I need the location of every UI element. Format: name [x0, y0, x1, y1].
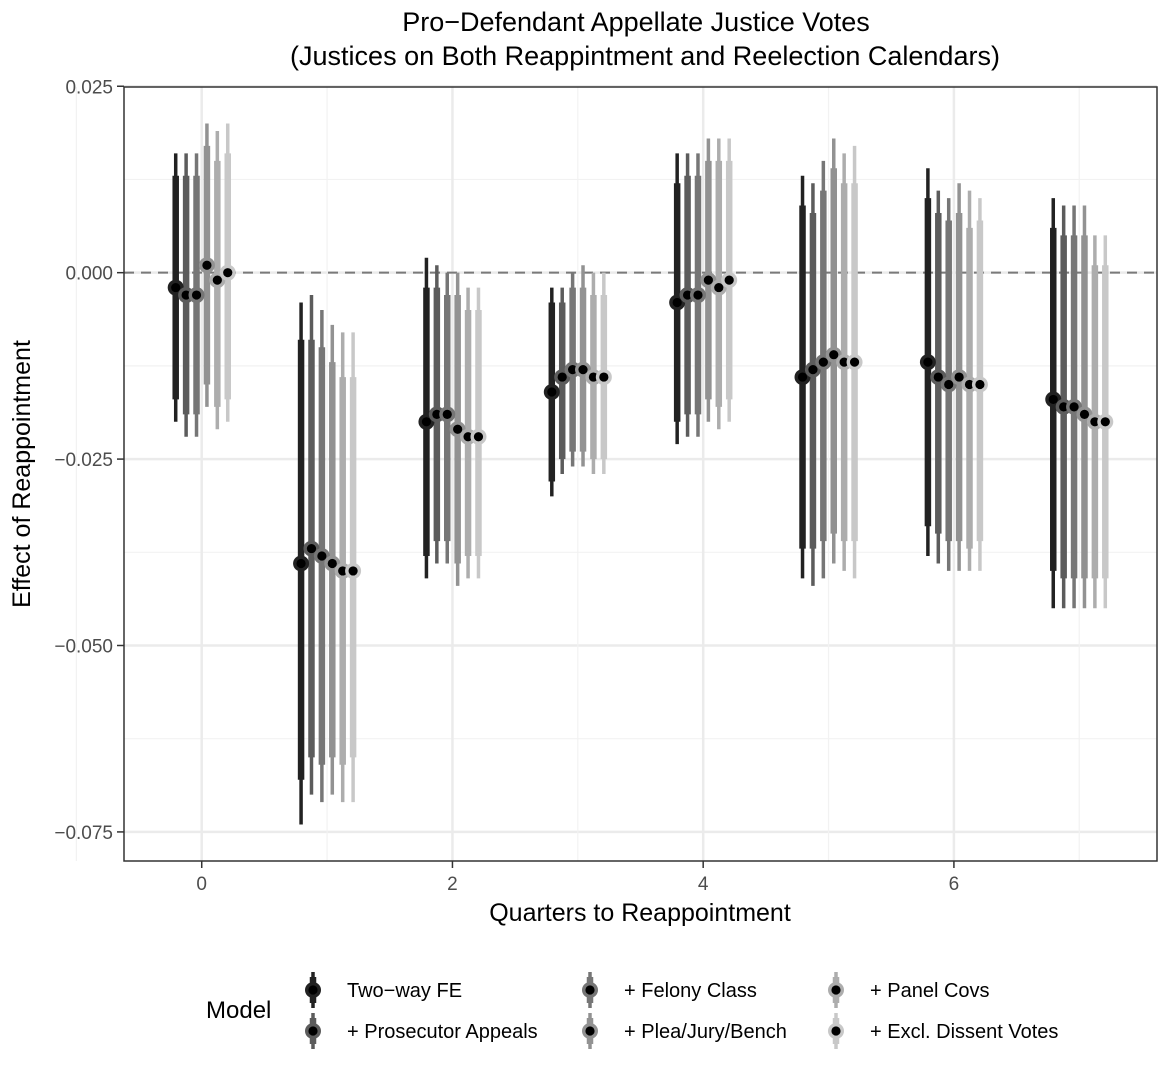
- legend-label: + Excl. Dissent Votes: [870, 1021, 1058, 1043]
- point-estimate: [849, 357, 860, 367]
- point-estimate: [797, 372, 808, 382]
- point-estimate: [954, 372, 964, 382]
- point-estimate: [693, 290, 703, 300]
- point-estimate: [557, 372, 567, 382]
- point-estimate: [975, 379, 985, 390]
- point-estimate: [432, 409, 442, 419]
- legend-key-point: [585, 985, 595, 995]
- legend-key: [582, 972, 598, 1008]
- point-estimate: [714, 282, 724, 293]
- legend-label: + Prosecutor Appeals: [347, 1021, 538, 1043]
- point-estimate: [588, 372, 599, 382]
- point-estimate: [1090, 417, 1100, 427]
- x-axis: 0 2 4 6: [196, 861, 959, 895]
- point-estimate: [568, 365, 578, 375]
- point-estimate: [453, 424, 463, 434]
- y-axis: 0.025 0.000 −0.025 −0.050 −0.075: [54, 77, 124, 844]
- chart-subtitle: (Justices on Both Reappintment and Reele…: [290, 41, 1000, 71]
- point-estimate: [421, 417, 432, 427]
- point-estimate: [223, 268, 233, 278]
- legend-key: [828, 972, 844, 1008]
- point-estimate: [1069, 402, 1079, 412]
- point-estimate: [547, 387, 557, 397]
- point-estimate: [599, 372, 609, 382]
- point-estimate: [944, 379, 954, 390]
- legend-key-point: [831, 985, 841, 995]
- point-estimate: [463, 432, 473, 442]
- point-estimate: [703, 275, 713, 285]
- y-tick-label: −0.050: [54, 637, 113, 658]
- point-estimate: [1100, 417, 1110, 427]
- x-tick-label: 0: [196, 874, 207, 895]
- point-estimate: [1059, 402, 1069, 412]
- legend-key: [305, 972, 321, 1008]
- point-estimate: [171, 282, 181, 293]
- point-estimate: [682, 290, 693, 300]
- point-estimate: [578, 365, 588, 375]
- y-tick-label: −0.075: [54, 823, 113, 844]
- point-estimate: [306, 543, 317, 554]
- x-tick-label: 4: [698, 874, 709, 895]
- y-tick-label: 0.025: [65, 77, 113, 98]
- y-axis-title: Effect of Reappointment: [8, 340, 36, 608]
- legend-label: + Panel Covs: [870, 980, 990, 1002]
- legend-label: + Plea/Jury/Bench: [624, 1021, 787, 1043]
- legend-label: Two−way FE: [347, 980, 462, 1002]
- y-tick-label: 0.000: [65, 264, 113, 285]
- point-estimate: [442, 409, 452, 419]
- legend-title: Model: [206, 997, 271, 1024]
- legend-key-point: [585, 1026, 595, 1036]
- point-estimate: [317, 551, 327, 561]
- legend: Model Two−way FE + Prosecutor Appeals + Fe…: [206, 972, 1058, 1049]
- legend-key: [305, 1013, 321, 1049]
- point-estimate: [473, 432, 484, 442]
- point-estimate: [964, 379, 975, 390]
- point-estimate: [672, 297, 682, 308]
- point-estimate: [348, 566, 358, 576]
- x-tick-label: 2: [447, 874, 458, 895]
- legend-label: + Felony Class: [624, 980, 757, 1002]
- legend-key-point: [308, 1026, 318, 1036]
- x-tick-label: 6: [949, 874, 960, 895]
- grid-lines: [75, 85, 1157, 861]
- point-estimate: [212, 275, 222, 285]
- plot-panel-background: [124, 87, 1157, 861]
- legend-key-point: [308, 985, 318, 995]
- point-estimate: [296, 558, 306, 569]
- point-estimate: [191, 290, 202, 300]
- x-axis-title: Quarters to Reappointment: [489, 899, 791, 927]
- point-estimate: [839, 357, 849, 367]
- point-estimate: [923, 357, 933, 367]
- point-estimate: [327, 558, 337, 569]
- y-tick-label: −0.025: [54, 450, 113, 471]
- point-estimate: [818, 357, 828, 367]
- point-estimate: [202, 260, 212, 270]
- point-estimate: [1048, 394, 1058, 405]
- legend-key: [582, 1013, 598, 1049]
- point-estimate: [829, 350, 839, 360]
- point-estimate: [1079, 409, 1090, 419]
- point-estimate: [338, 566, 348, 576]
- legend-key: [828, 1013, 844, 1049]
- point-estimate: [933, 372, 943, 382]
- point-estimate: [808, 365, 818, 375]
- point-estimate: [181, 290, 191, 300]
- point-estimates: [167, 257, 1114, 579]
- legend-key-point: [831, 1026, 841, 1036]
- chart-title: Pro−Defendant Appellate Justice Votes: [402, 7, 870, 37]
- point-estimate: [724, 275, 734, 285]
- plot-panel-border: [123, 86, 1158, 862]
